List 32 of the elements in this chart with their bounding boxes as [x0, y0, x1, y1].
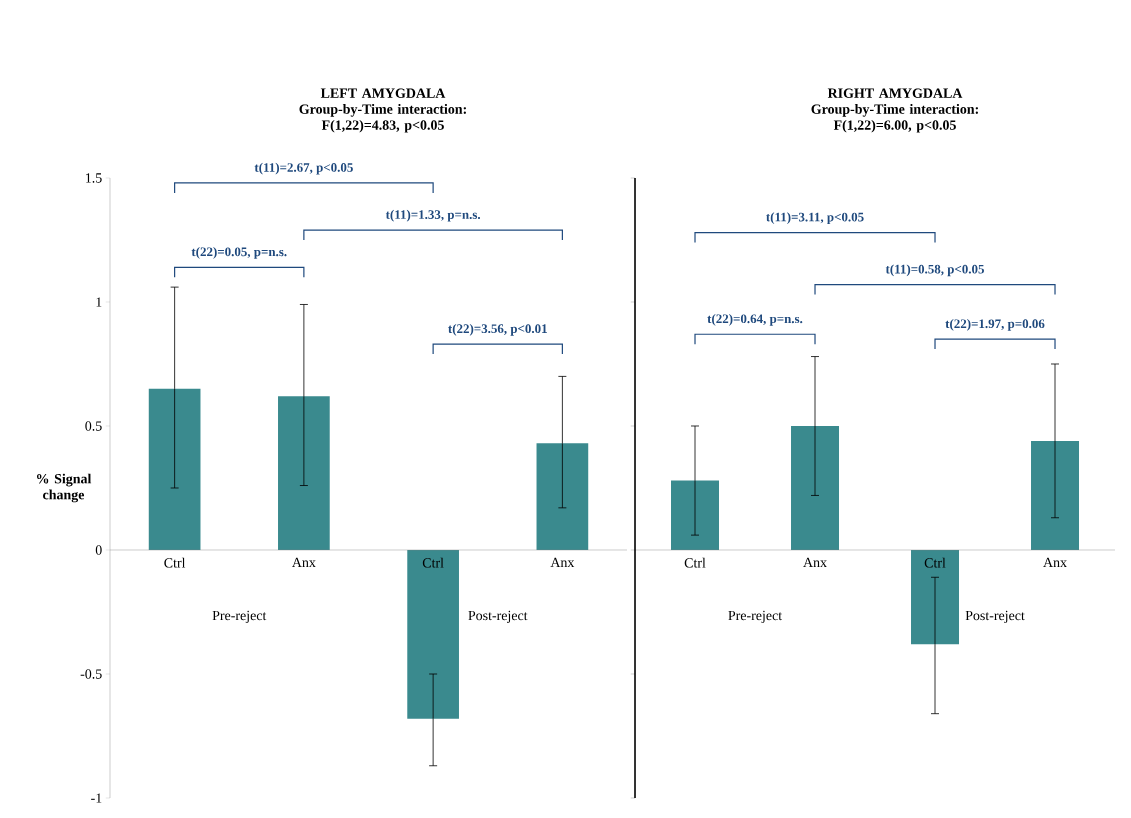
chart-subtitle: Group-by-Time interaction: F(1,22)=4.83, p<0.05 [299, 104, 466, 133]
chart-title: RIGHT AMYGDALA [827, 88, 963, 98]
x-tick-label: Ctrl [422, 557, 444, 568]
chart-title: LEFT AMYGDALA [320, 88, 446, 98]
bar [407, 550, 459, 719]
y-tick-label: 1 [96, 297, 102, 307]
x-tick-label: Anx [550, 557, 575, 567]
annotation: t(22)=3.56, p<0.01 [448, 323, 547, 336]
y-tick-label: -1 [91, 793, 102, 803]
x-tick-label: Ctrl [924, 557, 946, 568]
annotation: Pre-reject [728, 610, 783, 624]
x-tick-label: Ctrl [684, 557, 706, 568]
annotation: t(11)=0.58, p<0.05 [885, 264, 984, 277]
y-axis-title: % Signal change [37, 473, 92, 503]
annotation: Post-reject [965, 610, 1025, 624]
annotation: Pre-reject [212, 610, 267, 624]
x-tick-label: Anx [803, 557, 827, 567]
annotation: t(22)=0.64, p=n.s. [707, 314, 803, 326]
y-tick-label: 0 [95, 545, 102, 555]
y-tick-label: 0.5 [85, 421, 102, 431]
x-tick-label: Anx [1043, 557, 1067, 567]
annotation: t(22)=1.97, p=0.06 [945, 318, 1045, 331]
annotation: t(11)=1.33, p=n.s. [385, 209, 481, 222]
x-tick-label: Anx [292, 557, 316, 567]
annotation: t(22)=0.05, p=n.s. [191, 247, 287, 259]
chart-subtitle: Group-by-Time interaction: F(1,22)=6.00, p<0.05 [811, 104, 978, 133]
annotation: Post-reject [468, 610, 528, 624]
y-tick-label: 1.5 [86, 173, 102, 183]
text: t(11)=2.67, p<0.05 [254, 162, 353, 175]
x-tick-label: Ctrl [164, 557, 186, 568]
y-tick-label: -0.5 [80, 669, 102, 679]
annotation: t(11)=3.11, p<0.05 [766, 212, 864, 225]
